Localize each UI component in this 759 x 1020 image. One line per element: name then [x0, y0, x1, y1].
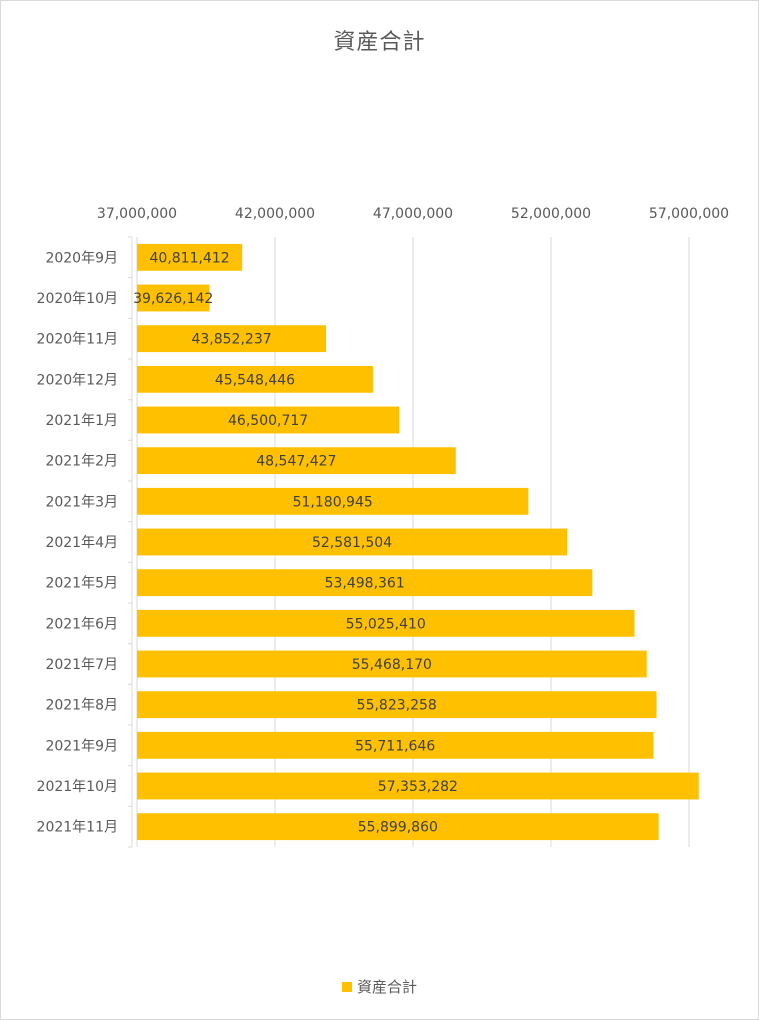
bar [137, 528, 568, 556]
bar [137, 284, 210, 312]
bar [137, 650, 647, 678]
x-tick-label: 42,000,000 [235, 206, 315, 222]
data-label: 55,468,170 [352, 657, 432, 673]
bar [137, 691, 657, 719]
bar [137, 447, 456, 475]
legend: 資産合計 [0, 976, 759, 997]
bar [137, 365, 373, 393]
category-label: 2020年11月 [37, 332, 118, 348]
bar [137, 569, 593, 597]
data-label: 55,899,860 [358, 820, 438, 836]
data-label: 45,548,446 [215, 372, 295, 388]
category-label: 2021年1月 [45, 413, 118, 429]
data-label: 48,547,427 [256, 454, 336, 470]
legend-label: 資産合計 [356, 978, 417, 996]
data-label: 57,353,282 [378, 779, 458, 795]
category-label: 2021年4月 [45, 535, 118, 551]
legend-swatch [341, 981, 352, 992]
x-tick-label: 57,000,000 [649, 206, 729, 222]
chart-title: 資産合計 [333, 30, 426, 55]
data-label: 40,811,412 [150, 250, 230, 266]
data-label: 39,626,142 [133, 291, 213, 307]
category-label: 2021年8月 [45, 698, 118, 714]
data-label: 53,498,361 [325, 576, 405, 592]
data-label: 55,025,410 [346, 616, 426, 632]
data-label: 51,180,945 [293, 494, 373, 510]
category-label: 2021年7月 [45, 657, 118, 673]
data-label: 46,500,717 [228, 413, 308, 429]
bar [137, 772, 699, 800]
category-label: 2020年9月 [45, 250, 118, 266]
category-label: 2021年5月 [45, 576, 118, 592]
bar [137, 813, 659, 841]
x-tick-label: 47,000,000 [373, 206, 453, 222]
category-label: 2021年3月 [45, 494, 118, 510]
bar [137, 325, 327, 353]
category-label: 2021年6月 [45, 616, 118, 632]
bar [137, 609, 635, 637]
data-label: 55,823,258 [357, 698, 437, 714]
data-label: 52,581,504 [312, 535, 392, 551]
category-label: 2021年2月 [45, 454, 118, 470]
category-label: 2021年11月 [37, 820, 118, 836]
data-label: 43,852,237 [191, 332, 271, 348]
data-label: 55,711,646 [355, 738, 435, 754]
bar [137, 406, 400, 434]
bar [137, 731, 654, 759]
category-label: 2020年12月 [37, 372, 118, 388]
x-tick-label: 52,000,000 [511, 206, 591, 222]
category-label: 2021年9月 [45, 738, 118, 754]
x-tick-label: 37,000,000 [97, 206, 177, 222]
bar [137, 243, 243, 271]
category-label: 2020年10月 [37, 291, 118, 307]
bar [137, 487, 529, 515]
category-label: 2021年10月 [37, 779, 118, 795]
